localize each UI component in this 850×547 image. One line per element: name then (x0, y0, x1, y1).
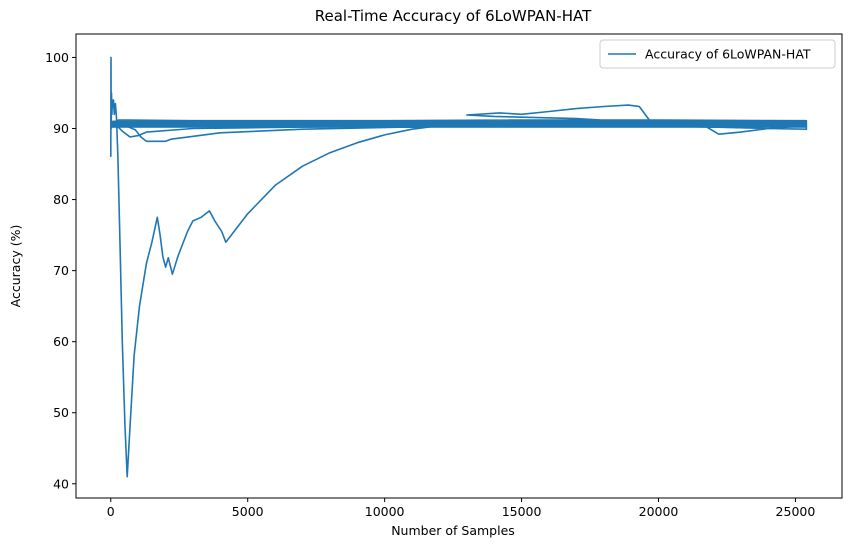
y-tick-label: 90 (53, 121, 69, 136)
y-tick-label: 60 (53, 334, 69, 349)
x-tick-label: 20000 (639, 504, 679, 519)
y-tick-label: 100 (45, 50, 69, 65)
x-tick-label: 0 (107, 504, 115, 519)
y-axis: 40 50 60 70 80 90 100 (45, 50, 76, 491)
x-tick-label: 5000 (232, 504, 264, 519)
x-axis-label: Number of Samples (391, 523, 515, 538)
x-tick-label: 25000 (776, 504, 816, 519)
x-tick-label: 15000 (502, 504, 542, 519)
x-axis: 0 5000 10000 15000 20000 25000 (107, 498, 816, 519)
legend-label: Accuracy of 6LoWPAN-HAT (645, 47, 811, 62)
legend: Accuracy of 6LoWPAN-HAT (599, 39, 836, 69)
plot-frame (75, 33, 843, 499)
x-tick-label: 10000 (365, 504, 405, 519)
y-tick-label: 80 (53, 192, 69, 207)
series-layer (110, 56, 808, 478)
series-dense-band-0 (110, 120, 807, 128)
chart-title: Real-Time Accuracy of 6LoWPAN-HAT (315, 7, 592, 25)
legend-box (599, 39, 836, 69)
y-axis-label: Accuracy (%) (8, 225, 23, 308)
plot-area (75, 33, 843, 499)
y-tick-label: 50 (53, 405, 69, 420)
y-tick-label: 70 (53, 263, 69, 278)
y-tick-label: 40 (53, 476, 69, 491)
